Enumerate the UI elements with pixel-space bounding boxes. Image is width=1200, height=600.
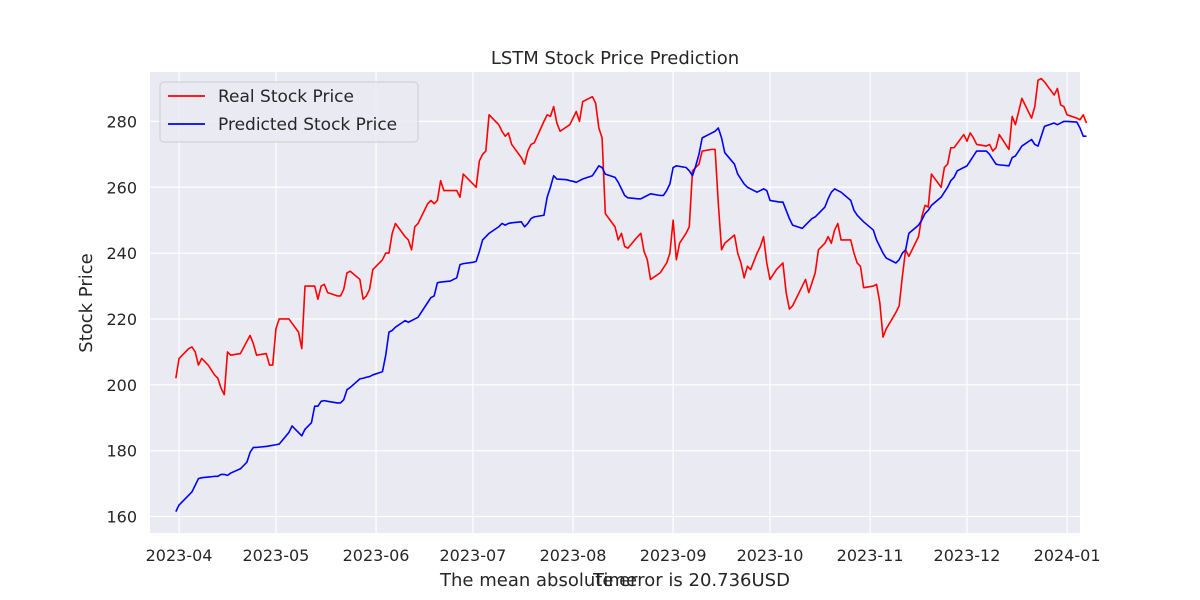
y-tick-label: 240 (106, 244, 137, 263)
legend-box (159, 81, 419, 143)
series-layer (175, 77, 1088, 512)
y-tick-label: 260 (106, 178, 137, 197)
legend-label-real: Real Stock Price (218, 87, 354, 107)
plot-area (150, 72, 1080, 533)
y-axis-label: Stock Price (76, 253, 97, 352)
x-tick-label: 2023-12 (934, 546, 1001, 565)
chart-title: LSTM Stock Price Prediction (491, 48, 739, 69)
grid-lines (150, 72, 1080, 533)
legend: Real Stock Price Predicted Stock Price (159, 81, 419, 143)
x-tick-label: 2023-08 (540, 546, 607, 565)
series-line-real (175, 77, 1088, 396)
y-tick-label: 280 (106, 112, 137, 131)
y-tick-label: 180 (106, 442, 137, 461)
y-axis-ticks: 160 180 200 220 240 260 280 (106, 112, 137, 526)
x-tick-label: 2023-10 (737, 546, 804, 565)
y-tick-label: 160 (106, 508, 137, 527)
y-tick-label: 200 (106, 376, 137, 395)
footer-text: The mean absolute error is 20.736USD (439, 570, 790, 591)
x-tick-label: 2023-09 (640, 546, 707, 565)
x-tick-label: 2023-11 (837, 546, 904, 565)
x-tick-label: 2023-06 (343, 546, 410, 565)
y-tick-label: 220 (106, 310, 137, 329)
x-tick-label: 2023-05 (243, 546, 310, 565)
legend-label-predicted: Predicted Stock Price (218, 115, 397, 135)
series-line-predicted (175, 120, 1087, 512)
x-axis-label: Time (592, 570, 637, 591)
x-axis-ticks: 2023-04 2023-05 2023-06 2023-07 2023-08 2023-… (146, 546, 1101, 565)
x-tick-label: 2023-07 (439, 546, 506, 565)
x-tick-label: 2023-04 (146, 546, 213, 565)
x-tick-label: 2024-01 (1034, 546, 1101, 565)
